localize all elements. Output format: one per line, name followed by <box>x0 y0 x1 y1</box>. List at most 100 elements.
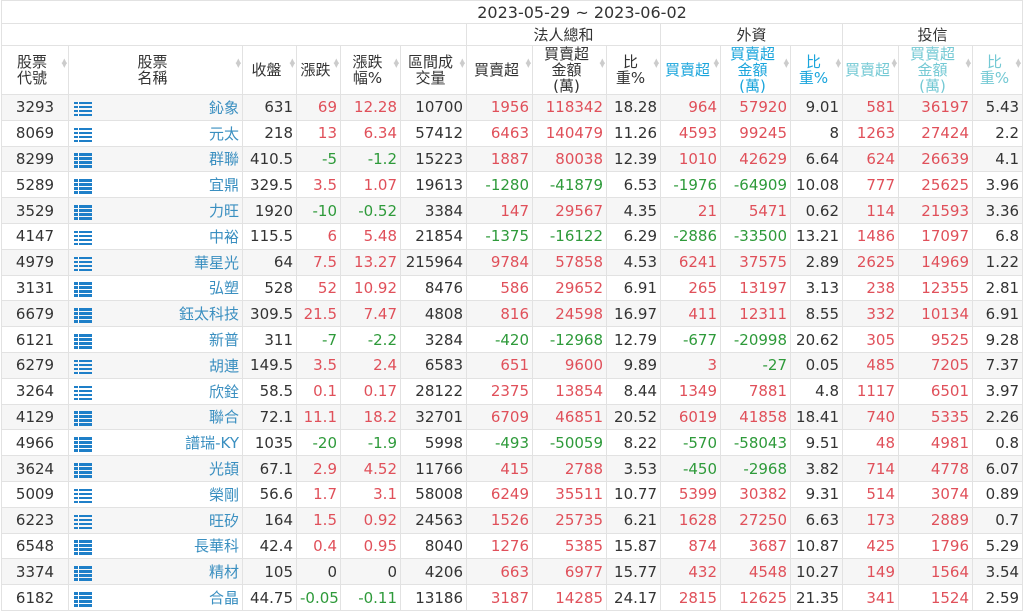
cell-stock-name[interactable]: 長華科 <box>68 532 243 560</box>
cell-stock-name[interactable]: 榮剛 <box>68 480 243 508</box>
cell-stock-name[interactable]: 力旺 <box>68 197 243 224</box>
list-icon[interactable] <box>74 205 92 221</box>
list-icon[interactable] <box>74 411 92 427</box>
column-header-foreign-amount[interactable]: 買賣超金額(萬) ▲ ▼ <box>720 45 791 95</box>
cell-stock-name[interactable]: 旺矽 <box>68 506 243 534</box>
cell-foreign-ratio: 3.82 <box>790 455 843 482</box>
column-header-trust-ratio[interactable]: 比重% ▲ ▼ <box>971 45 1024 95</box>
column-header-foreign-ratio[interactable]: 比重% ▲ ▼ <box>790 45 843 95</box>
stock-name-link[interactable]: 聯合 <box>208 408 239 427</box>
cell-change: 7.5 <box>296 248 341 276</box>
cell-stock-name[interactable]: 元太 <box>68 119 243 147</box>
cell-stock-name[interactable]: 合晶 <box>68 584 243 611</box>
stock-name-link[interactable]: 鈊象 <box>208 98 239 117</box>
cell-stock-name[interactable]: 宜鼎 <box>68 171 243 199</box>
cell-total-net: 6463 <box>466 119 533 147</box>
cell-stock-name[interactable]: 欣銓 <box>68 377 243 405</box>
list-icon[interactable] <box>74 359 92 376</box>
sort-icon[interactable]: ▲ ▼ <box>333 57 339 69</box>
column-header-stock-code[interactable]: 股票代號 ▲ ▼ <box>1 45 69 95</box>
list-icon[interactable] <box>74 179 92 195</box>
column-header-trust-amount[interactable]: 買賣超金額(萬) ▲ ▼ <box>898 45 973 95</box>
list-icon[interactable] <box>74 282 92 298</box>
stock-name-link[interactable]: 榮剛 <box>208 485 239 504</box>
stock-name-link[interactable]: 力旺 <box>208 202 239 221</box>
stock-name-link[interactable]: 旺矽 <box>208 511 239 530</box>
sort-icon[interactable]: ▲ ▼ <box>835 57 841 69</box>
stock-name-link[interactable]: 精材 <box>208 563 239 582</box>
list-icon[interactable] <box>74 592 92 608</box>
cell-stock-name[interactable]: 華星光 <box>68 248 243 276</box>
list-icon[interactable] <box>74 101 92 118</box>
list-icon[interactable] <box>74 540 92 556</box>
stock-name-link[interactable]: 合晶 <box>208 589 239 608</box>
sort-icon[interactable]: ▲ ▼ <box>653 57 659 69</box>
stock-name-link[interactable]: 譜瑞-KY <box>185 434 239 453</box>
cell-stock-code: 3264 <box>1 377 69 405</box>
sort-icon[interactable]: ▲ ▼ <box>61 57 67 69</box>
column-header-volume[interactable]: 區間成交量 ▲ ▼ <box>400 45 467 95</box>
column-header-stock-name[interactable]: 股票名稱 ▲ ▼ <box>68 45 243 95</box>
stock-name-link[interactable]: 光頡 <box>208 460 239 479</box>
stock-name-link[interactable]: 元太 <box>208 124 239 143</box>
cell-foreign-amount: 3687 <box>720 532 791 560</box>
stock-name-link[interactable]: 中裕 <box>208 227 239 246</box>
list-icon[interactable] <box>74 127 92 144</box>
column-header-close[interactable]: 收盤 ▲ ▼ <box>242 45 297 95</box>
stock-name-link[interactable]: 群聯 <box>208 150 239 169</box>
sort-icon[interactable]: ▲ ▼ <box>525 57 531 69</box>
cell-stock-name[interactable]: 譜瑞-KY <box>68 429 243 457</box>
cell-stock-name[interactable]: 鈺太科技 <box>68 300 243 328</box>
sort-icon[interactable]: ▲ ▼ <box>459 57 465 69</box>
list-icon[interactable] <box>74 308 92 324</box>
stock-name-link[interactable]: 弘塑 <box>208 279 239 298</box>
sort-icon[interactable]: ▲ ▼ <box>599 57 605 69</box>
cell-trust-net: 1117 <box>842 377 899 405</box>
stock-name-link[interactable]: 宜鼎 <box>208 176 239 195</box>
column-header-total-net[interactable]: 買賣超 ▲ ▼ <box>466 45 533 95</box>
list-icon[interactable] <box>74 256 92 273</box>
sort-icon[interactable]: ▲ ▼ <box>393 57 399 69</box>
column-header-total-amount[interactable]: 買賣超金額(萬) ▲ ▼ <box>532 45 607 95</box>
stock-name-link[interactable]: 華星光 <box>193 253 239 272</box>
stock-name-link[interactable]: 長華科 <box>193 537 239 556</box>
cell-stock-name[interactable]: 弘塑 <box>68 274 243 302</box>
list-icon[interactable] <box>74 153 92 169</box>
column-header-text: 比重% <box>615 53 646 87</box>
cell-stock-name[interactable]: 精材 <box>68 558 243 586</box>
table-row: 6223 旺矽 164 1.5 0.92 24563 1526 25735 6.21 1628 27… <box>1 506 1024 534</box>
list-icon[interactable] <box>74 385 92 402</box>
sort-icon[interactable]: ▲ ▼ <box>965 57 971 69</box>
sort-icon[interactable]: ▲ ▼ <box>891 57 897 69</box>
stock-name-link[interactable]: 新普 <box>208 331 239 350</box>
column-header-change-pct[interactable]: 漲跌幅% ▲ ▼ <box>340 45 401 95</box>
cell-stock-name[interactable]: 聯合 <box>68 403 243 431</box>
list-icon[interactable] <box>74 437 92 453</box>
list-icon[interactable] <box>74 566 92 582</box>
cell-stock-name[interactable]: 新普 <box>68 326 243 353</box>
list-icon[interactable] <box>74 334 92 350</box>
cell-foreign-net: -450 <box>660 455 721 482</box>
column-header-trust-net[interactable]: 買賣超 ▲ ▼ <box>842 45 899 95</box>
cell-stock-name[interactable]: 光頡 <box>68 455 243 482</box>
sort-icon[interactable]: ▲ ▼ <box>1015 57 1022 69</box>
sort-icon[interactable]: ▲ ▼ <box>289 57 295 69</box>
list-icon[interactable] <box>74 488 92 505</box>
list-icon[interactable] <box>74 230 92 247</box>
stock-name-link[interactable]: 鈺太科技 <box>178 305 239 324</box>
column-header-foreign-net[interactable]: 買賣超 ▲ ▼ <box>660 45 721 95</box>
cell-foreign-amount: 12311 <box>720 300 791 328</box>
cell-stock-name[interactable]: 鈊象 <box>68 94 243 121</box>
list-icon[interactable] <box>74 463 92 479</box>
list-icon[interactable] <box>74 514 92 531</box>
cell-stock-name[interactable]: 胡連 <box>68 351 243 379</box>
column-header-change[interactable]: 漲跌 ▲ ▼ <box>296 45 341 95</box>
cell-stock-name[interactable]: 中裕 <box>68 222 243 250</box>
cell-stock-name[interactable]: 群聯 <box>68 145 243 173</box>
sort-icon[interactable]: ▲ ▼ <box>713 57 719 69</box>
column-header-total-ratio[interactable]: 比重% ▲ ▼ <box>606 45 661 95</box>
stock-name-link[interactable]: 欣銓 <box>208 382 239 401</box>
stock-name-link[interactable]: 胡連 <box>208 356 239 375</box>
sort-icon[interactable]: ▲ ▼ <box>783 57 789 69</box>
sort-icon[interactable]: ▲ ▼ <box>235 57 241 69</box>
